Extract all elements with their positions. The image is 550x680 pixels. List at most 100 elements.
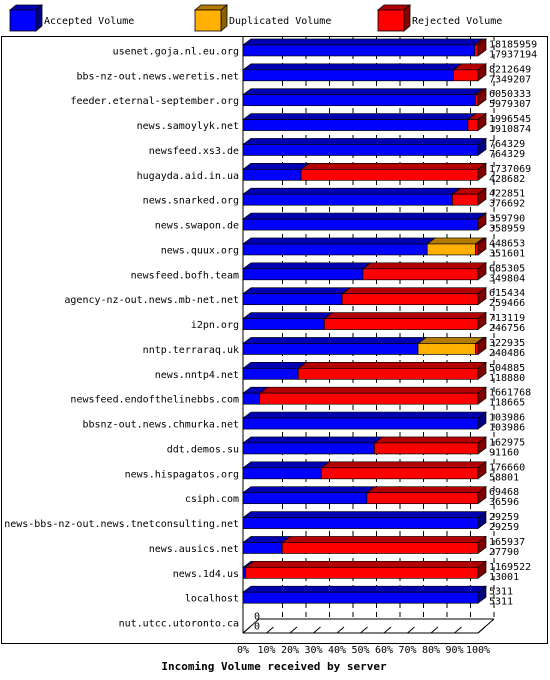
server-label: news.quux.org xyxy=(161,245,239,256)
x-tick xyxy=(314,627,321,633)
value-accepted: 376692 xyxy=(489,199,525,210)
server-label: news.nntp4.net xyxy=(155,370,239,381)
server-label: ddt.demos.su xyxy=(167,444,239,455)
value-accepted: 27790 xyxy=(489,547,519,558)
legend-item: Duplicated Volume xyxy=(195,5,331,31)
server-label: i2pn.org xyxy=(191,320,239,331)
bar-rejected xyxy=(475,244,478,255)
x-tick xyxy=(337,627,344,633)
server-label: news.samoylyk.net xyxy=(137,121,239,132)
server-label: bbsnz-out.news.chmurka.net xyxy=(82,420,239,431)
server-label: nntp.terraraq.uk xyxy=(143,345,239,356)
bar-rejected-top xyxy=(298,362,486,368)
x-tick-label: 0% xyxy=(237,645,249,656)
server-label: newsfeed.endofthelinebbs.com xyxy=(70,395,239,406)
bar-accepted xyxy=(243,269,363,280)
bar-accepted xyxy=(243,95,475,106)
bar-accepted-top xyxy=(243,213,486,219)
value-accepted: 91160 xyxy=(489,447,519,458)
value-accepted: 351601 xyxy=(489,248,525,259)
bar-rejected xyxy=(301,169,478,180)
legend-label: Accepted Volume xyxy=(44,16,134,27)
value-accepted: 764329 xyxy=(489,149,525,160)
legend-swatch-side xyxy=(221,5,227,31)
bar-accepted xyxy=(243,45,475,56)
value-accepted: 103986 xyxy=(489,423,525,434)
bar-rejected xyxy=(367,493,478,504)
server-label: feeder.eternal-september.org xyxy=(70,96,239,107)
server-labels: usenet.goja.nl.eu.org bbs-nz-out.news.wer… xyxy=(4,46,239,629)
bar-accepted xyxy=(243,70,453,81)
bar-duplicated xyxy=(418,343,476,354)
bar-accepted xyxy=(243,393,260,404)
bar-accepted xyxy=(243,219,478,230)
x-tick-label: 50% xyxy=(351,645,369,656)
legend-item: Rejected Volume xyxy=(378,5,502,31)
bar-duplicated-top xyxy=(427,238,483,244)
bars xyxy=(243,39,486,603)
bar-rejected-top xyxy=(342,288,486,294)
value-accepted: 58801 xyxy=(489,472,519,483)
value-accepted: 5979307 xyxy=(489,99,531,110)
x-tick-label: 70% xyxy=(398,645,416,656)
x-tick-label: 30% xyxy=(304,645,322,656)
bar-accepted xyxy=(243,468,321,479)
value-accepted: 118665 xyxy=(489,398,525,409)
bar-accepted-top xyxy=(243,39,483,45)
bar-rejected xyxy=(324,319,478,330)
bar-rejected xyxy=(453,70,478,81)
legend-swatch-side xyxy=(404,5,410,31)
bar-accepted-top xyxy=(243,188,460,194)
server-label: news.hispagatos.org xyxy=(125,469,239,480)
bar-accepted xyxy=(243,592,478,603)
bar-rejected xyxy=(476,343,478,354)
x-tick xyxy=(290,627,297,633)
bar-rejected xyxy=(282,542,478,553)
server-label: news.snarked.org xyxy=(143,196,239,207)
x-tick-label: 60% xyxy=(375,645,393,656)
bar-rejected-top xyxy=(374,437,486,443)
bar-accepted-top xyxy=(243,586,486,592)
bar-accepted-top xyxy=(243,238,435,244)
bar-accepted-top xyxy=(243,114,476,120)
value-accepted: 259466 xyxy=(489,298,525,309)
server-label: news.swapon.de xyxy=(155,221,239,232)
value-accepted: 7349207 xyxy=(489,74,531,85)
bar-accepted xyxy=(243,567,246,578)
x-tick-label: 10% xyxy=(257,645,275,656)
x-tick xyxy=(243,627,250,633)
x-tick xyxy=(431,627,438,633)
bar-rejected-top xyxy=(363,263,486,269)
bar-accepted-top xyxy=(243,412,486,418)
bar-rejected-top xyxy=(324,313,486,319)
x-axis: 0% 10% 20% 30% 40% 50% 60% 70% 80% 90% 100% xyxy=(237,627,490,656)
bar-rejected xyxy=(246,567,478,578)
value-accepted: 17937194 xyxy=(489,49,537,60)
bar-accepted-top xyxy=(243,138,486,144)
bar-rejected xyxy=(475,95,478,106)
bar-accepted xyxy=(243,194,452,205)
x-tick xyxy=(267,627,274,633)
value-accepted: 5311 xyxy=(489,597,513,608)
x-tick-label: 100% xyxy=(466,645,490,656)
bar-accepted-top xyxy=(243,337,426,343)
bar-accepted-top xyxy=(243,462,329,468)
bar-accepted xyxy=(243,120,468,131)
x-axis-title: Incoming Volume received by server xyxy=(161,660,387,673)
bar-rejected-top xyxy=(301,163,486,169)
bar-accepted xyxy=(243,443,374,454)
bar-accepted xyxy=(243,368,298,379)
value-accepted: 428682 xyxy=(489,174,525,185)
bar-duplicated xyxy=(427,244,475,255)
server-label: news.1d4.us xyxy=(173,569,239,580)
bar-rejected xyxy=(475,45,478,56)
value-accepted: 358959 xyxy=(489,224,525,235)
server-label: localhost xyxy=(185,594,239,605)
bar-rejected xyxy=(374,443,478,454)
bar-rejected xyxy=(452,194,478,205)
bar-accepted-top xyxy=(243,163,309,169)
legend-label: Rejected Volume xyxy=(412,16,502,27)
legend-item: Accepted Volume xyxy=(10,5,134,31)
bar-rejected-top xyxy=(321,462,486,468)
